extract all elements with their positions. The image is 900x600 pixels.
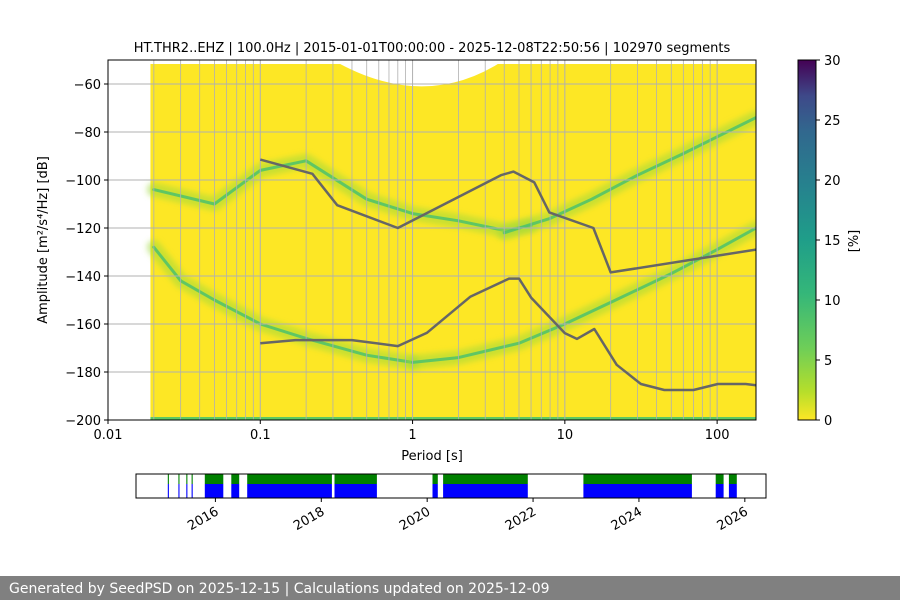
y-tick-label: −100 [65, 174, 101, 189]
data-available-interval [715, 474, 724, 484]
timeline-bars [167, 474, 737, 498]
data-segments-interval [334, 484, 377, 498]
colorbar-tick-label: 25 [824, 114, 841, 129]
data-segments-interval [167, 484, 169, 498]
colorbar-tick-label: 20 [824, 174, 841, 189]
timeline-frame [135, 473, 767, 499]
high-noise-model-line [259, 158, 756, 274]
psd-axes: 0.01 0.1 1 10 100 −200 −180 −160 −140 −120 −100 −8… [36, 59, 757, 464]
x-tick-label: 10 [557, 428, 574, 443]
noise-model-lines [259, 158, 756, 392]
timeline-tick-label: 2020 [397, 504, 433, 534]
data-segments-interval [247, 484, 332, 498]
data-available-interval [186, 474, 188, 484]
data-segments-interval [443, 484, 528, 498]
data-available-interval [334, 474, 377, 484]
timeline-ticks: 2016 2018 2020 2022 2024 2026 [185, 498, 751, 534]
timeline-tick-label: 2026 [715, 504, 751, 534]
data-available-interval [231, 474, 240, 484]
x-tick-label: 0.1 [250, 428, 271, 443]
plot-frame [107, 59, 757, 421]
data-segments-interval [178, 484, 180, 498]
timeline-tick-label: 2022 [503, 504, 539, 534]
lower-long-period-band [411, 226, 756, 364]
x-axis-ticks: 0.01 0.1 1 10 100 [94, 420, 730, 443]
heatmap-background [150, 64, 756, 420]
data-segments-interval [583, 484, 692, 498]
data-available-interval [247, 474, 332, 484]
data-segments-interval [432, 484, 438, 498]
colorbar-tick-label: 5 [824, 354, 832, 369]
data-availability-timeline: 2016 2018 2020 2022 2024 2026 [135, 473, 767, 534]
psd-density-heatmap [146, 60, 756, 420]
timeline-tick-label: 2018 [291, 504, 327, 534]
y-tick-label: −120 [65, 222, 101, 237]
colorbar-tick-label: 0 [824, 414, 832, 429]
y-tick-label: −80 [74, 126, 101, 141]
low-noise-model-line [260, 277, 756, 392]
data-segments-interval [204, 484, 224, 498]
data-segments-interval [715, 484, 724, 498]
data-segments-interval [191, 484, 193, 498]
colorbar-ticks: 0 5 10 15 20 25 30 [816, 54, 841, 429]
data-available-interval [191, 474, 193, 484]
data-available-interval [167, 474, 169, 484]
data-segments-interval [186, 484, 188, 498]
data-available-interval [443, 474, 528, 484]
y-tick-label: −60 [74, 78, 101, 93]
x-axis-label: Period [s] [401, 449, 463, 464]
data-available-interval [178, 474, 180, 484]
data-segments-interval [231, 484, 240, 498]
x-tick-label: 1 [408, 428, 416, 443]
footer-text: Generated by SeedPSD on 2025-12-15 | Cal… [9, 581, 550, 597]
data-available-interval [583, 474, 692, 484]
grid-lines [108, 60, 756, 420]
y-tick-label: −200 [65, 414, 101, 429]
timeline-tick-label: 2024 [609, 504, 645, 534]
chart-title: HT.THR2..EHZ | 100.0Hz | 2015-01-01T00:0… [134, 41, 731, 56]
colorbar-gradient [797, 59, 817, 421]
heatmap-empty-region [332, 60, 505, 87]
y-tick-label: −140 [65, 270, 101, 285]
y-axis-label: Amplitude [m²/s⁴/Hz] [dB] [36, 156, 51, 324]
data-segments-interval [728, 484, 737, 498]
x-tick-label: 100 [705, 428, 730, 443]
colorbar-tick-label: 15 [824, 234, 841, 249]
y-tick-label: −180 [65, 366, 101, 381]
data-available-interval [432, 474, 438, 484]
timeline-tick-label: 2016 [185, 504, 221, 534]
x-tick-label: 0.01 [94, 428, 123, 443]
colorbar: 0 5 10 15 20 25 30 [%] [797, 54, 862, 429]
heatmap-floor-band [150, 417, 756, 420]
colorbar-tick-label: 30 [824, 54, 841, 69]
y-axis-ticks: −200 −180 −160 −140 −120 −100 −80 −60 [65, 78, 108, 429]
colorbar-label: [%] [847, 230, 862, 253]
data-available-interval [728, 474, 737, 484]
footer-bar: Generated by SeedPSD on 2025-12-15 | Cal… [0, 576, 900, 600]
colorbar-tick-label: 10 [824, 294, 841, 309]
data-available-interval [204, 474, 224, 484]
y-tick-label: −160 [65, 318, 101, 333]
